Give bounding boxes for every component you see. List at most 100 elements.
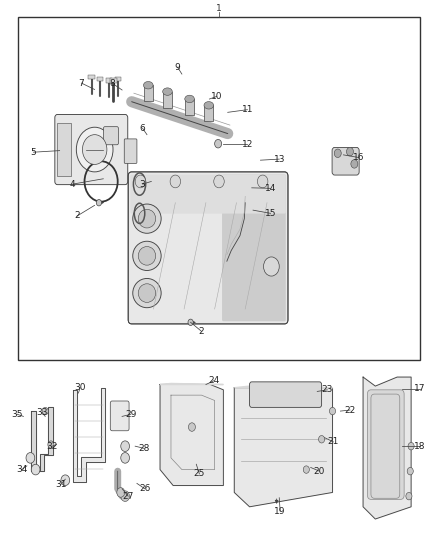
Text: 9: 9 <box>175 63 180 71</box>
Circle shape <box>31 464 40 475</box>
FancyBboxPatch shape <box>55 115 128 184</box>
Text: 2: 2 <box>199 327 205 336</box>
FancyBboxPatch shape <box>367 390 404 499</box>
Text: 17: 17 <box>414 384 426 393</box>
Bar <box>57 123 71 176</box>
FancyBboxPatch shape <box>131 174 286 214</box>
Text: 33: 33 <box>36 408 48 417</box>
Bar <box>18 17 420 360</box>
Circle shape <box>26 453 35 463</box>
Circle shape <box>76 127 113 172</box>
Circle shape <box>258 175 268 188</box>
Text: 25: 25 <box>194 470 205 478</box>
Ellipse shape <box>138 209 155 228</box>
Ellipse shape <box>133 278 161 308</box>
Text: 16: 16 <box>353 153 364 162</box>
Text: 15: 15 <box>265 209 276 218</box>
Text: 4: 4 <box>70 180 75 189</box>
FancyBboxPatch shape <box>110 401 129 431</box>
Ellipse shape <box>162 88 172 95</box>
Circle shape <box>351 160 358 168</box>
Polygon shape <box>363 377 411 519</box>
Text: 3: 3 <box>140 180 145 189</box>
Ellipse shape <box>144 82 153 89</box>
Bar <box>106 78 112 83</box>
FancyBboxPatch shape <box>124 139 137 164</box>
FancyBboxPatch shape <box>332 148 359 175</box>
Text: 32: 32 <box>46 442 58 451</box>
Text: 35: 35 <box>11 410 23 419</box>
Text: 23: 23 <box>321 385 333 394</box>
Circle shape <box>334 149 341 158</box>
Bar <box>205 106 213 122</box>
FancyBboxPatch shape <box>222 174 286 321</box>
Circle shape <box>318 435 325 443</box>
Polygon shape <box>160 384 223 486</box>
Text: 21: 21 <box>328 438 339 447</box>
Text: 20: 20 <box>314 467 325 475</box>
Circle shape <box>121 441 130 451</box>
Circle shape <box>346 148 353 156</box>
Text: 5: 5 <box>31 148 36 157</box>
Text: 12: 12 <box>242 140 253 149</box>
Bar <box>163 92 172 108</box>
Circle shape <box>96 199 102 206</box>
Ellipse shape <box>133 204 161 233</box>
FancyBboxPatch shape <box>103 127 118 145</box>
Circle shape <box>82 135 107 165</box>
Circle shape <box>170 175 180 188</box>
FancyBboxPatch shape <box>128 172 288 324</box>
Bar <box>110 78 117 83</box>
Ellipse shape <box>133 241 161 270</box>
Text: 14: 14 <box>265 184 276 193</box>
Polygon shape <box>160 383 223 384</box>
Circle shape <box>188 319 193 326</box>
Bar <box>88 75 95 79</box>
Circle shape <box>42 407 48 415</box>
Text: 28: 28 <box>138 444 150 453</box>
Text: 34: 34 <box>16 465 27 474</box>
FancyBboxPatch shape <box>371 394 400 498</box>
Circle shape <box>61 475 70 486</box>
Circle shape <box>407 467 413 475</box>
Text: 30: 30 <box>74 383 86 392</box>
Circle shape <box>117 488 125 497</box>
Circle shape <box>303 466 309 473</box>
Text: 11: 11 <box>242 105 253 114</box>
Ellipse shape <box>204 102 214 109</box>
Circle shape <box>406 492 412 500</box>
Bar <box>115 77 121 82</box>
Bar <box>97 77 103 82</box>
Text: 6: 6 <box>140 124 145 133</box>
Circle shape <box>214 175 224 188</box>
Circle shape <box>48 441 54 448</box>
Text: 10: 10 <box>211 92 223 101</box>
Text: 24: 24 <box>208 376 219 385</box>
Circle shape <box>264 257 279 276</box>
FancyBboxPatch shape <box>250 382 321 407</box>
Polygon shape <box>171 395 215 470</box>
Ellipse shape <box>185 95 194 103</box>
Text: 7: 7 <box>78 78 85 87</box>
Circle shape <box>121 453 130 463</box>
Text: 29: 29 <box>125 410 137 419</box>
Circle shape <box>408 442 414 450</box>
Text: 22: 22 <box>344 406 356 415</box>
Polygon shape <box>73 387 106 482</box>
Text: 1: 1 <box>216 4 222 13</box>
Polygon shape <box>234 386 332 387</box>
Polygon shape <box>234 387 332 507</box>
Text: 26: 26 <box>139 484 151 493</box>
Text: 13: 13 <box>273 155 285 164</box>
Text: 2: 2 <box>74 212 80 221</box>
Ellipse shape <box>138 284 155 302</box>
Circle shape <box>135 175 146 188</box>
Text: 8: 8 <box>109 78 115 87</box>
Text: 18: 18 <box>414 442 426 451</box>
Circle shape <box>329 407 336 415</box>
Text: 19: 19 <box>274 506 286 515</box>
Ellipse shape <box>138 247 155 265</box>
Circle shape <box>188 423 195 431</box>
Text: 31: 31 <box>55 480 67 489</box>
Polygon shape <box>31 407 53 471</box>
